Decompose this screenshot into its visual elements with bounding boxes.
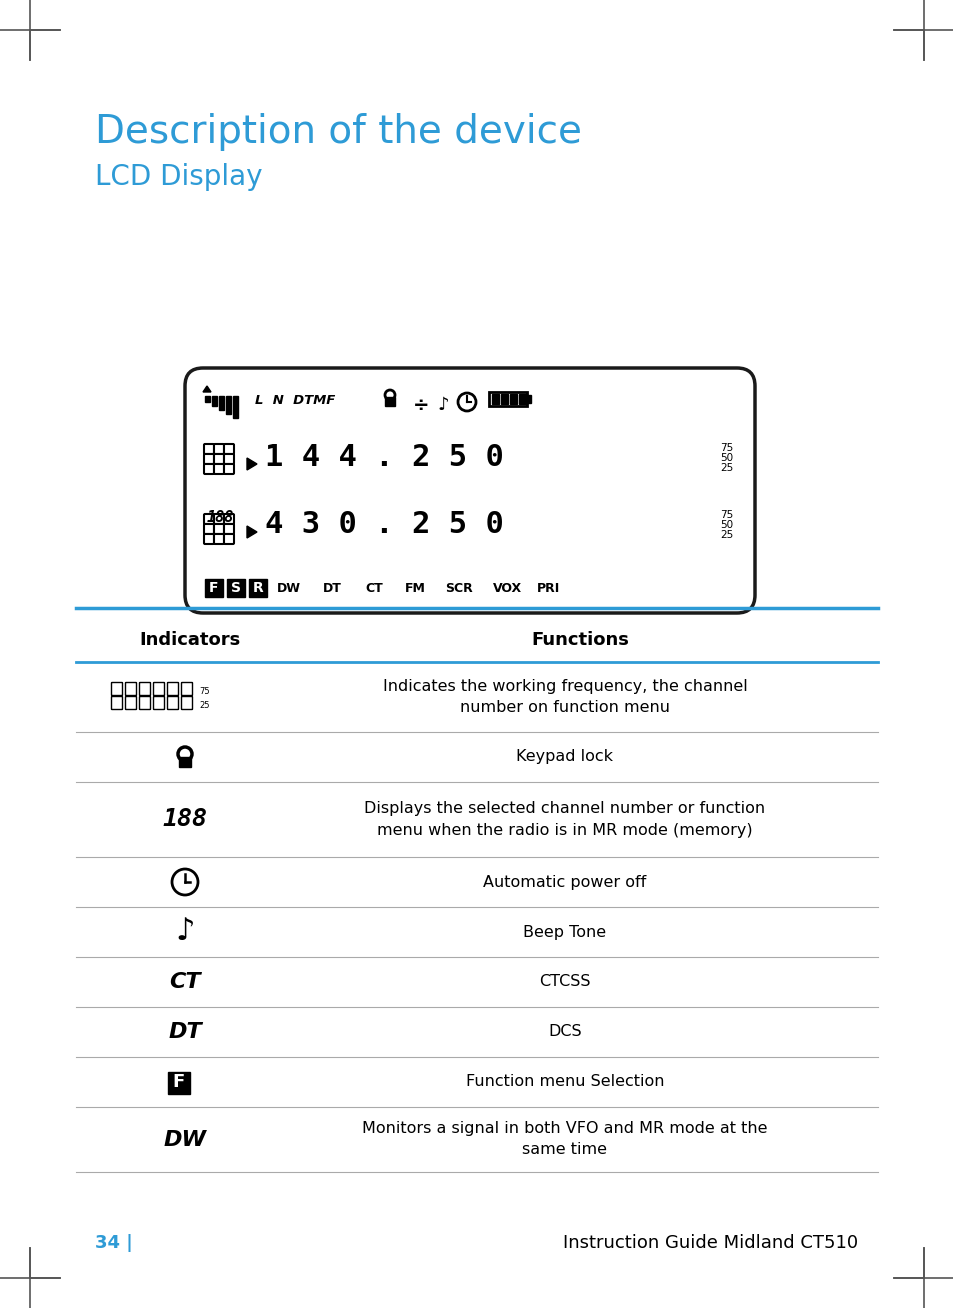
- FancyBboxPatch shape: [224, 525, 233, 534]
- Text: LCD Display: LCD Display: [95, 164, 262, 191]
- FancyBboxPatch shape: [168, 683, 178, 696]
- Bar: [500, 394, 507, 404]
- Bar: [168, 1073, 190, 1093]
- Text: FM: FM: [405, 582, 425, 595]
- FancyBboxPatch shape: [213, 454, 224, 464]
- FancyBboxPatch shape: [213, 534, 224, 544]
- Bar: [183, 760, 187, 765]
- Text: R: R: [253, 581, 263, 595]
- Text: 50: 50: [720, 521, 733, 530]
- Bar: [227, 579, 245, 596]
- Text: Functions: Functions: [531, 630, 628, 649]
- FancyBboxPatch shape: [126, 696, 136, 709]
- Text: 1 4 4 . 2 5 0: 1 4 4 . 2 5 0: [265, 443, 503, 472]
- Bar: [249, 579, 267, 596]
- Text: 50: 50: [720, 453, 733, 463]
- Bar: [219, 396, 224, 409]
- Text: Instruction Guide Midland CT510: Instruction Guide Midland CT510: [562, 1233, 857, 1252]
- Bar: [526, 395, 531, 403]
- Polygon shape: [203, 386, 211, 392]
- Text: ♪: ♪: [436, 396, 448, 415]
- FancyBboxPatch shape: [185, 368, 754, 613]
- FancyBboxPatch shape: [112, 696, 122, 709]
- FancyBboxPatch shape: [204, 525, 213, 534]
- Bar: [205, 396, 210, 402]
- Text: 188: 188: [162, 807, 208, 832]
- Text: Indicators: Indicators: [139, 630, 240, 649]
- FancyBboxPatch shape: [213, 525, 224, 534]
- Text: DT: DT: [323, 582, 341, 595]
- Text: F: F: [209, 581, 218, 595]
- FancyBboxPatch shape: [204, 534, 213, 544]
- FancyBboxPatch shape: [139, 696, 151, 709]
- Text: Function menu Selection: Function menu Selection: [465, 1074, 663, 1090]
- Text: 25: 25: [720, 530, 733, 540]
- Text: Displays the selected channel number or function
menu when the radio is in MR mo: Displays the selected channel number or …: [364, 802, 764, 837]
- Text: 4 3 0 . 2 5 0: 4 3 0 . 2 5 0: [265, 510, 503, 539]
- Bar: [385, 398, 395, 405]
- FancyBboxPatch shape: [204, 443, 213, 454]
- Text: DW: DW: [276, 582, 301, 595]
- Text: ÷: ÷: [413, 396, 429, 415]
- FancyBboxPatch shape: [181, 683, 193, 696]
- FancyBboxPatch shape: [153, 683, 164, 696]
- FancyBboxPatch shape: [204, 464, 213, 473]
- Text: 34 |: 34 |: [95, 1233, 132, 1252]
- FancyBboxPatch shape: [213, 514, 224, 525]
- Text: VOX: VOX: [493, 582, 521, 595]
- FancyBboxPatch shape: [224, 443, 233, 454]
- Text: CTCSS: CTCSS: [538, 974, 590, 989]
- Text: L  N  DTMF: L N DTMF: [254, 394, 335, 407]
- FancyBboxPatch shape: [168, 696, 178, 709]
- FancyBboxPatch shape: [224, 464, 233, 473]
- FancyBboxPatch shape: [139, 683, 151, 696]
- FancyBboxPatch shape: [204, 514, 213, 525]
- Text: Keypad lock: Keypad lock: [516, 749, 613, 764]
- Text: 75: 75: [720, 510, 733, 521]
- Text: DT: DT: [168, 1022, 202, 1042]
- FancyBboxPatch shape: [153, 696, 164, 709]
- Text: Beep Tone: Beep Tone: [523, 925, 606, 939]
- Text: SCR: SCR: [444, 582, 473, 595]
- Text: S: S: [231, 581, 241, 595]
- FancyBboxPatch shape: [181, 696, 193, 709]
- Polygon shape: [247, 458, 256, 470]
- Bar: [518, 394, 525, 404]
- Text: Indicates the working frequency, the channel
number on function menu: Indicates the working frequency, the cha…: [382, 679, 746, 715]
- FancyBboxPatch shape: [213, 464, 224, 473]
- Bar: [205, 579, 223, 596]
- Text: 25: 25: [720, 463, 733, 473]
- FancyBboxPatch shape: [224, 514, 233, 525]
- Bar: [179, 757, 191, 766]
- Text: DW: DW: [163, 1130, 206, 1150]
- Bar: [226, 396, 231, 415]
- Bar: [492, 394, 498, 404]
- Text: 75: 75: [199, 688, 210, 696]
- Polygon shape: [247, 526, 256, 538]
- Bar: [212, 396, 216, 405]
- Text: Description of the device: Description of the device: [95, 112, 581, 150]
- Text: Automatic power off: Automatic power off: [483, 875, 646, 889]
- Text: CT: CT: [365, 582, 382, 595]
- Text: 25: 25: [199, 701, 210, 709]
- Text: 75: 75: [720, 443, 733, 453]
- Bar: [489, 392, 526, 405]
- Text: 188: 188: [207, 510, 234, 525]
- Text: ♪: ♪: [175, 917, 194, 947]
- Text: DCS: DCS: [548, 1024, 581, 1040]
- FancyBboxPatch shape: [204, 454, 213, 464]
- FancyBboxPatch shape: [112, 683, 122, 696]
- Bar: [510, 394, 517, 404]
- FancyBboxPatch shape: [224, 534, 233, 544]
- Text: Monitors a signal in both VFO and MR mode at the
same time: Monitors a signal in both VFO and MR mod…: [362, 1121, 767, 1158]
- FancyBboxPatch shape: [213, 443, 224, 454]
- Bar: [233, 396, 237, 419]
- Text: CT: CT: [169, 972, 200, 991]
- FancyBboxPatch shape: [126, 683, 136, 696]
- Text: PRI: PRI: [537, 582, 559, 595]
- Text: F: F: [172, 1073, 185, 1091]
- FancyBboxPatch shape: [224, 454, 233, 464]
